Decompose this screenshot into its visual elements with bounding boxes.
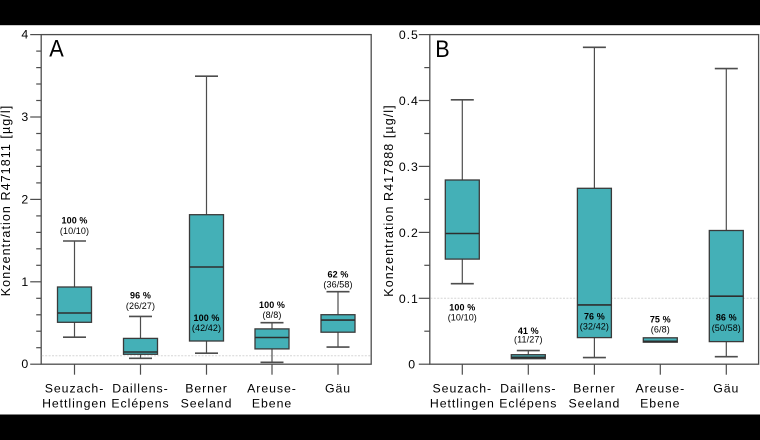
svg-text:(42/42): (42/42) xyxy=(192,323,221,333)
svg-text:62 %: 62 % xyxy=(328,270,349,280)
svg-text:Gäu: Gäu xyxy=(713,382,739,396)
svg-text:(8/8): (8/8) xyxy=(262,310,281,320)
svg-text:(50/58): (50/58) xyxy=(712,323,741,333)
svg-text:Seuzach-: Seuzach- xyxy=(45,382,105,396)
svg-text:Seeland: Seeland xyxy=(181,397,233,411)
svg-text:0: 0 xyxy=(21,357,29,371)
svg-text:100 %: 100 % xyxy=(449,302,475,312)
svg-text:(32/42): (32/42) xyxy=(580,322,609,332)
svg-text:(11/27): (11/27) xyxy=(514,335,543,345)
svg-text:(6/8): (6/8) xyxy=(651,324,670,334)
svg-text:Ebene: Ebene xyxy=(640,397,680,411)
svg-text:41 %: 41 % xyxy=(518,326,539,336)
svg-text:Berner: Berner xyxy=(185,382,228,396)
svg-text:B: B xyxy=(435,36,449,63)
svg-text:(10/10): (10/10) xyxy=(448,313,477,323)
svg-text:Konzentration R471811 [µg/l]: Konzentration R471811 [µg/l] xyxy=(0,105,13,296)
svg-text:(26/27): (26/27) xyxy=(126,301,155,311)
svg-text:Eclépens: Eclépens xyxy=(111,397,169,411)
svg-text:0.2: 0.2 xyxy=(399,226,419,240)
svg-text:75 %: 75 % xyxy=(650,315,671,325)
svg-text:100 %: 100 % xyxy=(61,215,87,225)
svg-text:(36/58): (36/58) xyxy=(323,280,352,290)
svg-text:0: 0 xyxy=(408,358,416,372)
svg-text:Gäu: Gäu xyxy=(325,382,351,396)
svg-text:3: 3 xyxy=(21,110,29,124)
svg-text:Berner: Berner xyxy=(573,382,616,396)
svg-text:2: 2 xyxy=(21,192,29,206)
svg-text:Ebene: Ebene xyxy=(252,397,292,411)
svg-text:100 %: 100 % xyxy=(259,300,285,310)
svg-text:Daillens-: Daillens- xyxy=(112,382,168,396)
svg-text:Areuse-: Areuse- xyxy=(635,382,685,396)
svg-text:Hettlingen: Hettlingen xyxy=(42,397,107,411)
svg-text:Hettlingen: Hettlingen xyxy=(430,397,495,411)
svg-text:Eclépens: Eclépens xyxy=(499,397,557,411)
svg-text:Seuzach-: Seuzach- xyxy=(433,382,493,396)
svg-text:100 %: 100 % xyxy=(193,313,219,323)
svg-text:96 %: 96 % xyxy=(130,291,151,301)
svg-text:4: 4 xyxy=(21,28,29,42)
svg-text:Areuse-: Areuse- xyxy=(247,382,297,396)
svg-text:0.5: 0.5 xyxy=(399,28,419,42)
svg-text:0.4: 0.4 xyxy=(399,94,419,108)
svg-text:86 %: 86 % xyxy=(716,312,737,322)
svg-text:1: 1 xyxy=(21,275,29,289)
svg-text:Konzentration R417888 [µg/l]: Konzentration R417888 [µg/l] xyxy=(382,104,396,296)
svg-text:A: A xyxy=(49,36,64,63)
svg-text:Daillens-: Daillens- xyxy=(500,382,556,396)
svg-text:0.3: 0.3 xyxy=(399,160,419,174)
svg-text:76 %: 76 % xyxy=(584,312,605,322)
svg-text:(10/10): (10/10) xyxy=(60,226,89,236)
svg-text:Seeland: Seeland xyxy=(569,397,621,411)
svg-text:0.1: 0.1 xyxy=(399,292,419,306)
